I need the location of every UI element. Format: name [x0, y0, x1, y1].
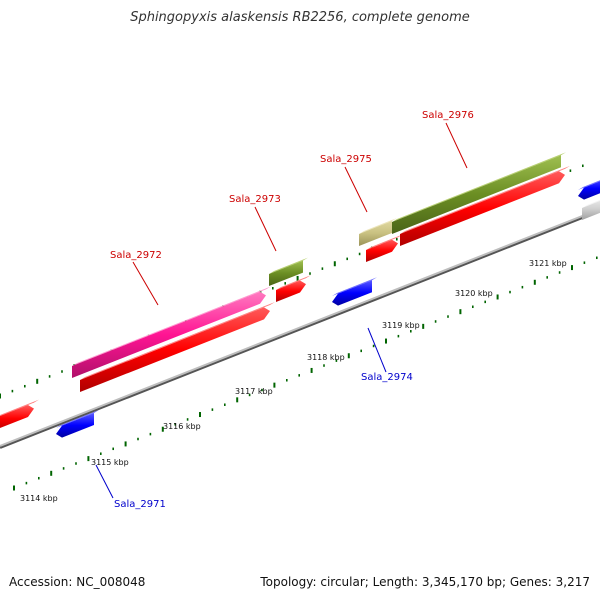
lower-tick-track [13, 256, 598, 491]
gene-front-face [582, 200, 600, 220]
tick-label: 3115 kbp [91, 458, 129, 467]
gene-front-face [269, 260, 303, 286]
gene-label-sala-2973[interactable]: Sala_2973 [229, 194, 281, 205]
label-leader-line [95, 464, 114, 499]
gene-label-sala-2971[interactable]: Sala_2971 [114, 499, 166, 510]
gene-top-face [359, 217, 397, 234]
gene-label-sala-2974[interactable]: Sala_2974 [361, 372, 413, 383]
gene-top-face [332, 277, 377, 296]
label-leader-line [254, 206, 277, 252]
topology-summary: Topology: circular; Length: 3,345,170 bp… [260, 575, 590, 589]
tick-label: 3119 kbp [382, 321, 420, 330]
gene-top-face [269, 257, 308, 274]
gene-top-face [72, 286, 271, 366]
accession-text: Accession: NC_008048 [9, 575, 146, 589]
gene-top-face [0, 399, 39, 417]
gene-feature-sala-2975[interactable] [359, 217, 397, 246]
gene-top-face [392, 152, 566, 222]
tick-label: 3121 kbp [529, 259, 567, 268]
gene-front-face [56, 412, 94, 438]
gene-label-sala-2972[interactable]: Sala_2972 [110, 250, 162, 261]
label-leader-line [445, 122, 468, 169]
gene-front-face [400, 171, 565, 246]
gene-front-face [578, 181, 600, 200]
gene-feature-offscreen[interactable] [582, 194, 600, 220]
cds-feature[interactable] [0, 399, 39, 432]
genome-backbone [0, 208, 600, 449]
gene-feature-sala-2972[interactable] [72, 286, 271, 378]
tick-label: 3118 kbp [307, 353, 345, 362]
cds-feature[interactable] [80, 301, 275, 392]
tick-label: 3116 kbp [163, 422, 201, 431]
gene-front-face [0, 405, 34, 429]
gene-front-face [276, 280, 306, 302]
label-leader-line [344, 166, 368, 213]
gene-front-face [332, 280, 372, 306]
cds-feature[interactable] [276, 275, 311, 302]
gene-top-face [56, 409, 99, 428]
gene-feature-sala-2976[interactable] [392, 152, 566, 234]
gene-top-face [276, 275, 311, 290]
gene-top-face [80, 301, 275, 380]
tick-label: 3117 kbp [235, 387, 273, 396]
gene-features [0, 152, 600, 438]
tick-label: 3120 kbp [455, 289, 493, 298]
gene-front-face [359, 220, 392, 246]
backbone-line [0, 208, 600, 447]
gene-feature-sala-2971[interactable] [56, 409, 99, 438]
label-leader-line [367, 327, 387, 373]
gene-feature-offscreen[interactable] [578, 174, 600, 200]
gene-front-face [80, 307, 270, 392]
backbone-shadow [0, 209, 600, 449]
gene-label-sala-2976[interactable]: Sala_2976 [422, 110, 474, 121]
gene-front-face [72, 291, 266, 378]
gene-top-face [578, 180, 600, 190]
label-leader-line [132, 261, 159, 306]
gene-top-face [400, 165, 570, 234]
gene-top-face [582, 199, 600, 208]
gene-feature-sala-2974[interactable] [332, 277, 377, 306]
gene-front-face [392, 155, 561, 234]
gene-labels: 3114 kbp 3115 kbp 3116 kbp 3117 kbp 3118 kbp… [20, 110, 567, 510]
gene-front-face [366, 239, 398, 262]
gene-label-sala-2975[interactable]: Sala_2975 [320, 154, 372, 165]
cds-feature[interactable] [366, 234, 403, 262]
cds-feature[interactable] [400, 165, 570, 246]
tick-label: 3114 kbp [20, 494, 58, 503]
gene-feature-sala-2973[interactable] [269, 257, 308, 286]
genome-title: Sphingopyxis alaskensis RB2256, complete… [130, 10, 470, 25]
gene-top-face [366, 234, 403, 250]
